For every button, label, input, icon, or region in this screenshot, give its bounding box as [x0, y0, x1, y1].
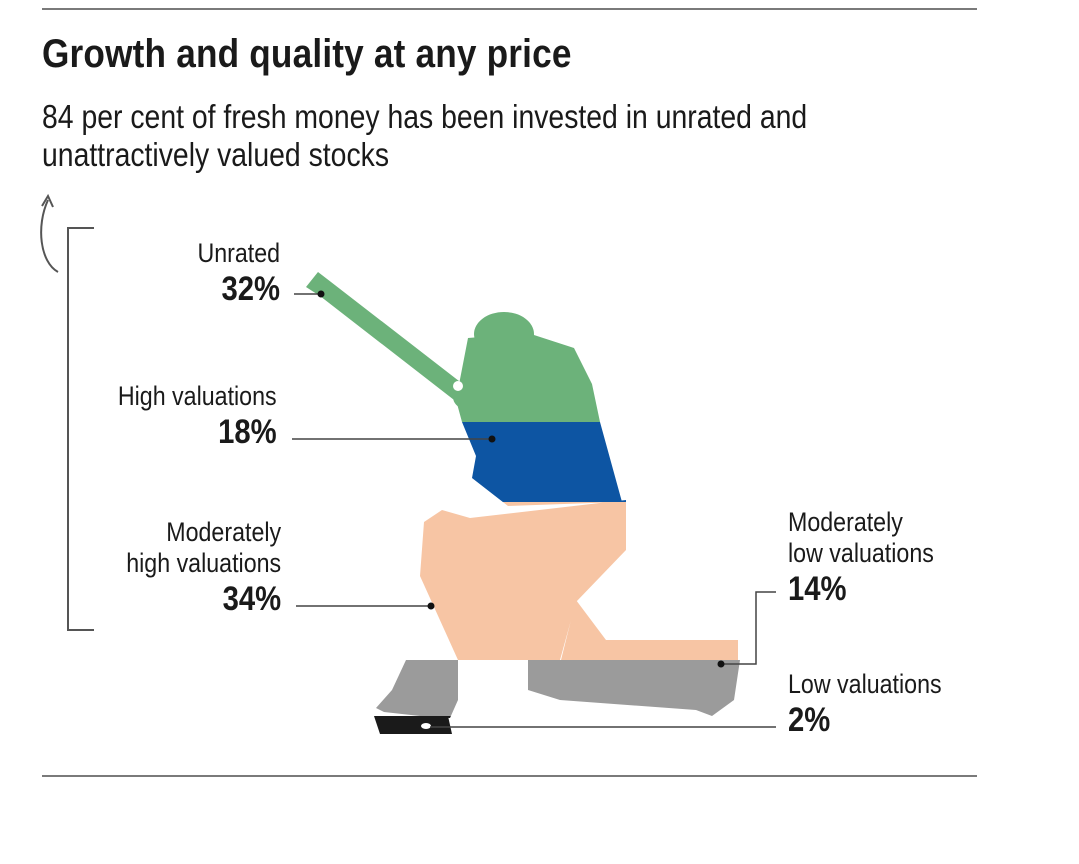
- label-unrated: Unrated 32%: [197, 238, 280, 309]
- label-moderately-high-value: 34%: [222, 580, 281, 618]
- dot-high-valuations: [488, 435, 496, 443]
- band-high-valuations: [306, 422, 740, 502]
- label-low-valuations-value: 2%: [788, 701, 831, 739]
- band-moderately-high-valuations: [306, 502, 740, 660]
- label-high-valuations-category: High valuations: [118, 381, 277, 411]
- label-moderately-low-value: 14%: [788, 570, 847, 608]
- label-moderately-high-line2: high valuations: [126, 548, 281, 578]
- label-low-valuations-category: Low valuations: [788, 669, 942, 699]
- label-moderately-low-valuations: Moderately low valuations 14%: [788, 507, 934, 609]
- dot-moderately-high: [427, 602, 435, 610]
- figure-bands: [306, 272, 740, 734]
- leader-moderately-low: [722, 591, 776, 665]
- label-moderately-high-valuations: Moderately high valuations 34%: [126, 517, 281, 619]
- dot-moderately-low: [717, 660, 725, 668]
- curved-arrow-icon: [40, 199, 59, 273]
- top-rule: [42, 8, 977, 10]
- band-moderately-low-valuations: [306, 660, 740, 716]
- label-unrated-value: 32%: [221, 270, 280, 308]
- label-high-valuations: High valuations 18%: [118, 381, 277, 452]
- label-moderately-low-line1: Moderately: [788, 507, 903, 537]
- chart-title: Growth and quality at any price: [42, 32, 572, 76]
- label-moderately-high-line1: Moderately: [166, 517, 281, 547]
- label-low-valuations: Low valuations 2%: [788, 669, 942, 740]
- band-unrated: [306, 272, 740, 422]
- band-low-valuations: [306, 716, 740, 734]
- grouped-bracket: [67, 227, 94, 631]
- label-unrated-category: Unrated: [197, 238, 280, 268]
- label-moderately-low-line2: low valuations: [788, 538, 934, 568]
- bottom-rule: [42, 775, 977, 777]
- dot-unrated: [317, 290, 325, 298]
- chart-subtitle: 84 per cent of fresh money has been inve…: [42, 98, 808, 173]
- label-high-valuations-value: 18%: [218, 413, 277, 451]
